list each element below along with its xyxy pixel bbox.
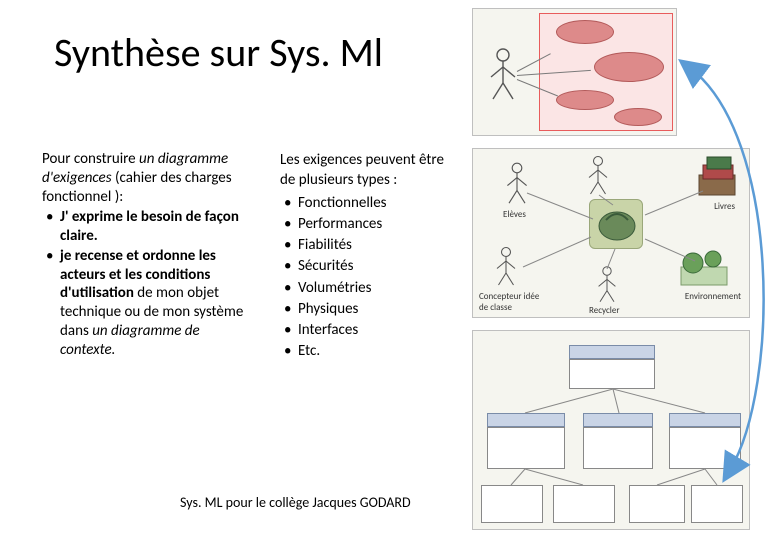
req-header-box: [487, 413, 565, 427]
usecase-ellipse: [556, 90, 614, 110]
stick-figure-icon: [501, 161, 533, 207]
context-label: Elèves: [503, 209, 526, 220]
mid-item: Physiques: [280, 299, 450, 319]
diagram-requirements: [472, 330, 750, 530]
req-box: [583, 427, 653, 469]
req-box: [629, 485, 685, 523]
context-label: Recycler: [589, 305, 619, 316]
mid-item: Volumétries: [280, 278, 450, 298]
usecase-ellipse: [556, 20, 614, 44]
mid-item: Etc.: [280, 341, 450, 361]
environment-icon: [677, 245, 731, 289]
usecase-ellipse: [594, 52, 664, 82]
diagram-context: Elèves Livres Recycler Environnement Con…: [472, 148, 750, 318]
req-header-box: [669, 413, 741, 427]
req-box: [691, 485, 743, 523]
req-header-box: [583, 413, 653, 427]
left-column: Pour construire un diagramme d'exigences…: [42, 150, 252, 360]
req-box: [569, 359, 655, 389]
req-box: [487, 427, 565, 469]
stick-figure-icon: [593, 265, 621, 305]
req-box: [669, 427, 741, 469]
page-title: Synthèse sur Sys. Ml: [54, 28, 383, 77]
mid-item: Sécurités: [280, 256, 450, 276]
req-box: [481, 485, 543, 523]
mid-column: Les exigences peuvent être de plusieurs …: [280, 150, 450, 363]
mid-item: Fiabilités: [280, 235, 450, 255]
diagram-usecase: [472, 8, 677, 136]
mid-item: Performances: [280, 214, 450, 234]
context-label: Livres: [714, 201, 735, 212]
left-bullet-1: J' exprime le besoin de façon claire.: [42, 208, 252, 246]
books-icon: [697, 155, 739, 199]
left-intro: Pour construire un diagramme d'exigences…: [42, 150, 252, 206]
footer-text: Sys. ML pour le collège Jacques GODARD: [180, 494, 411, 511]
context-label: Concepteur idée de classe: [479, 291, 541, 313]
mid-list: Fonctionnelles Performances Fiabilités S…: [280, 193, 450, 362]
mid-item: Interfaces: [280, 320, 450, 340]
core-icon: [590, 200, 644, 250]
left-bullet-2: je recense et ordonne les acteurs et les…: [42, 247, 252, 360]
mid-item: Fonctionnelles: [280, 193, 450, 213]
context-label: Environnement: [685, 291, 741, 302]
req-header-box: [569, 345, 655, 359]
mid-intro: Les exigences peuvent être de plusieurs …: [280, 150, 450, 191]
usecase-ellipse: [614, 108, 662, 126]
stick-figure-icon: [491, 245, 521, 289]
context-core: [589, 199, 643, 249]
stick-figure-icon: [583, 155, 613, 197]
req-box: [553, 485, 615, 523]
